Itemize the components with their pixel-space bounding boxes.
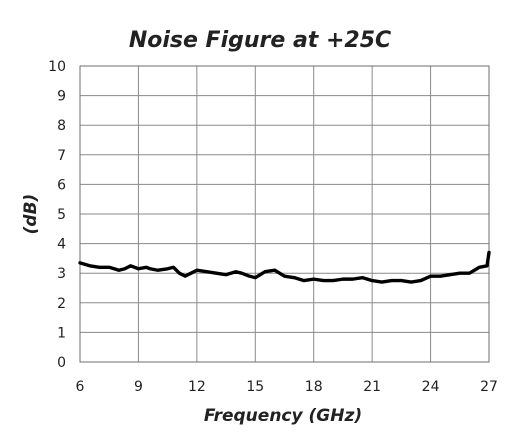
y-tick-label: 5	[57, 207, 66, 223]
y-tick-label: 0	[57, 355, 66, 371]
x-tick-label: 6	[76, 379, 85, 395]
x-tick-label: 27	[480, 379, 498, 395]
x-tick-label: 18	[305, 379, 323, 395]
y-tick-label: 1	[57, 325, 66, 341]
x-tick-label: 9	[134, 379, 143, 395]
series-layer	[78, 250, 491, 284]
x-tick-label: 15	[246, 379, 264, 395]
y-tick-label: 3	[57, 266, 66, 282]
series-line-0	[78, 250, 491, 284]
y-tick-label: 4	[57, 237, 66, 253]
y-tick-label: 8	[57, 118, 66, 134]
plot-area-border	[79, 65, 490, 363]
y-tick-label: 2	[57, 296, 66, 312]
y-tick-label: 10	[48, 59, 66, 75]
x-tick-label: 24	[422, 379, 440, 395]
y-tick-label: 7	[57, 148, 66, 164]
x-axis-label: Frequency (GHz)	[204, 406, 362, 426]
gridlines	[79, 65, 490, 363]
chart-title: Noise Figure at +25C	[129, 28, 391, 53]
x-tick-label: 12	[188, 379, 206, 395]
y-tick-label: 6	[57, 177, 66, 193]
x-tick-label: 21	[363, 379, 381, 395]
y-axis-label: (dB)	[21, 194, 41, 235]
y-tick-label: 9	[57, 89, 66, 105]
